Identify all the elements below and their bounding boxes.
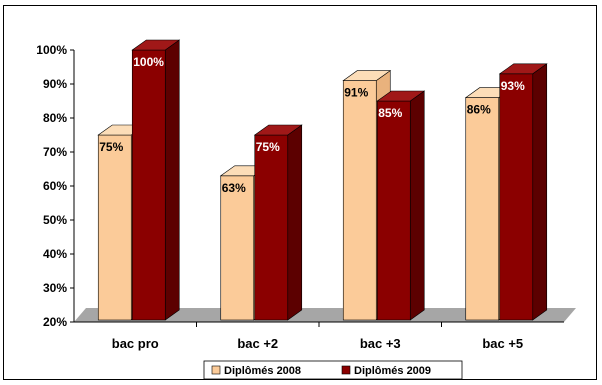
data-label: 100%	[133, 55, 164, 69]
bar	[500, 74, 533, 320]
y-tick-label: 20%	[43, 315, 67, 329]
y-tick-label: 80%	[43, 111, 67, 125]
legend-swatch	[212, 366, 220, 374]
x-category-label: bac +2	[237, 336, 278, 351]
legend-swatch	[342, 366, 350, 374]
data-label: 93%	[501, 79, 525, 93]
y-tick-label: 90%	[43, 77, 67, 91]
bar	[343, 81, 376, 320]
bar	[221, 176, 254, 320]
bar	[255, 135, 288, 320]
bar-side	[410, 91, 424, 320]
x-category-label: bac +3	[360, 336, 401, 351]
bar	[132, 50, 165, 320]
y-tick-label: 30%	[43, 281, 67, 295]
y-tick-label: 70%	[43, 145, 67, 159]
bar-side	[288, 125, 302, 320]
chart-frame: 20% 30% 40% 50% 60% 70% 80% 90% 100% bac pro 75% 1…	[3, 5, 597, 380]
bar-side	[165, 40, 179, 320]
y-tick-label: 50%	[43, 213, 67, 227]
data-label: 75%	[99, 140, 123, 154]
data-label: 63%	[222, 181, 246, 195]
data-label: 75%	[256, 140, 280, 154]
y-tick-label: 60%	[43, 179, 67, 193]
bar	[98, 135, 131, 320]
y-tick-label: 100%	[36, 43, 67, 57]
legend-label: Diplômés 2009	[354, 365, 431, 377]
data-label: 85%	[378, 106, 402, 120]
y-tick-label: 40%	[43, 247, 67, 261]
bar	[377, 101, 410, 320]
data-label: 86%	[467, 103, 491, 117]
x-category-label: bac +5	[482, 336, 523, 351]
data-label: 91%	[344, 86, 368, 100]
bar-side	[533, 64, 547, 320]
bar	[466, 98, 499, 320]
bar-chart: 20% 30% 40% 50% 60% 70% 80% 90% 100% bac pro 75% 1…	[4, 6, 598, 381]
legend-label: Diplômés 2008	[224, 365, 301, 377]
x-category-label: bac pro	[112, 336, 159, 351]
